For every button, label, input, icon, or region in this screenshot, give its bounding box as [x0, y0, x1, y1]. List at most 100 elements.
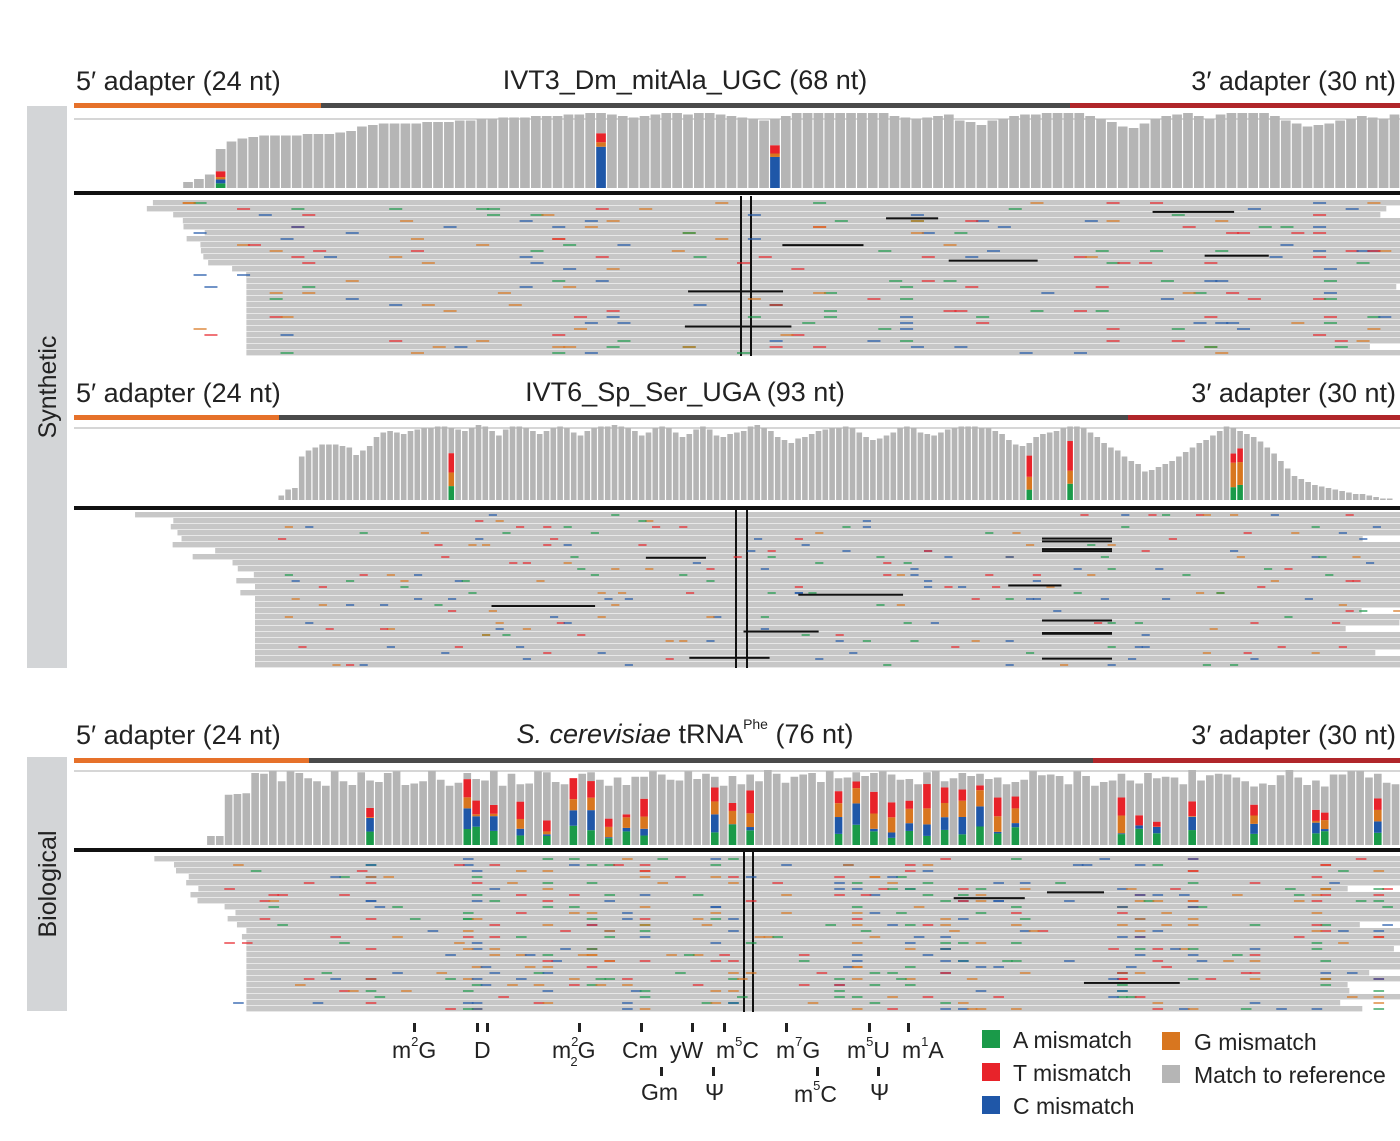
- read-mismatch-tick: [302, 286, 316, 288]
- coverage-bar: [719, 785, 728, 845]
- coverage-bar: [1241, 781, 1250, 845]
- coverage-bar: [781, 440, 788, 500]
- read-row: [246, 302, 1400, 308]
- read-mismatch-tick: [1280, 226, 1294, 228]
- coverage-bar: [817, 782, 825, 845]
- read-mismatch-tick: [461, 580, 470, 582]
- read-row: [240, 590, 1400, 596]
- read-mismatch-tick: [780, 334, 794, 336]
- coverage-mismatch-a: [746, 830, 754, 845]
- read-mismatch-tick: [710, 942, 722, 944]
- read-mismatch-tick: [522, 628, 531, 630]
- read-mismatch-tick: [940, 936, 951, 938]
- read-row: [152, 200, 1400, 206]
- read-row: [246, 296, 1400, 302]
- read-mismatch-tick: [1378, 250, 1392, 252]
- read-mismatch-tick: [1323, 268, 1337, 270]
- read-mismatch-tick: [904, 870, 916, 872]
- read-mismatch-tick: [552, 346, 566, 348]
- read-mismatch-tick: [900, 286, 914, 288]
- coverage-mismatch-c: [770, 156, 780, 188]
- read-mismatch-tick: [767, 556, 776, 558]
- coverage-bar: [965, 426, 971, 500]
- read-mismatch-tick: [910, 568, 919, 570]
- svg-text:yW: yW: [670, 1037, 704, 1063]
- coverage-mismatch-c: [923, 824, 931, 836]
- read-mismatch-tick: [1313, 250, 1327, 252]
- panel3-insert-bar: [309, 758, 1093, 763]
- coverage-mismatch-a: [870, 831, 878, 845]
- coverage-bar: [1155, 467, 1162, 500]
- coverage-mismatch-g: [1011, 808, 1020, 824]
- read-mismatch-tick: [910, 220, 924, 222]
- svg-text:m5C: m5C: [794, 1078, 837, 1107]
- read-mismatch-tick: [1232, 894, 1243, 896]
- read-mismatch-tick: [1202, 652, 1211, 654]
- read-mismatch-tick: [1161, 966, 1172, 968]
- read-mismatch-tick: [1005, 598, 1014, 600]
- coverage-bar: [746, 774, 754, 791]
- read-mismatch-tick: [645, 568, 654, 570]
- read-mismatch-tick: [869, 876, 881, 878]
- read-mismatch-tick: [380, 604, 389, 606]
- read-mismatch-tick: [1005, 640, 1014, 642]
- read-mismatch-tick: [1378, 316, 1392, 318]
- coverage-mismatch-a: [993, 833, 1002, 845]
- coverage-bar: [550, 428, 557, 500]
- read-mismatch-tick: [638, 544, 647, 546]
- read-mismatch-tick: [1161, 924, 1172, 926]
- coverage-bar: [1270, 116, 1280, 188]
- coverage-bar: [1117, 773, 1126, 798]
- coverage-mismatch-t: [834, 791, 843, 804]
- read-mismatch-tick: [560, 948, 571, 950]
- coverage-bar: [1128, 128, 1139, 188]
- coverage-bar: [1367, 117, 1378, 188]
- coverage-bar: [357, 772, 366, 845]
- read-mismatch-tick: [392, 936, 403, 938]
- read-mismatch-tick: [737, 978, 748, 980]
- read-mismatch-tick: [887, 996, 898, 998]
- read-mismatch-tick: [1320, 894, 1332, 896]
- read-mismatch-tick: [533, 984, 545, 986]
- coverage-mismatch-c: [993, 831, 1002, 834]
- coverage-bar: [611, 425, 618, 500]
- read-mismatch-tick: [330, 978, 341, 980]
- coverage-bar: [836, 428, 842, 500]
- read-mismatch-tick: [834, 894, 845, 896]
- read-mismatch-tick: [1223, 960, 1234, 962]
- read-mismatch-tick: [182, 202, 196, 204]
- read-mismatch-tick: [1187, 858, 1199, 860]
- read-mismatch-tick: [345, 280, 359, 282]
- read-mismatch-tick: [1332, 622, 1341, 624]
- coverage-bar: [481, 780, 489, 845]
- read-mismatch-tick: [791, 334, 805, 336]
- read-row: [215, 548, 1400, 554]
- read-mismatch-tick: [1280, 244, 1294, 246]
- read-mismatch-tick: [887, 882, 898, 884]
- coverage-bar: [944, 429, 951, 500]
- coverage-bar: [1204, 119, 1215, 188]
- coverage-bar: [1020, 114, 1030, 188]
- read-row: [208, 260, 1400, 266]
- read-mismatch-tick: [489, 924, 501, 926]
- coverage-bar: [1148, 470, 1155, 500]
- coverage-bar: [949, 778, 958, 845]
- read-mismatch-tick: [1240, 972, 1252, 974]
- panel2-5-adapter-label: 5′ adapter (24 nt): [76, 378, 281, 408]
- read-row: [170, 524, 1400, 530]
- read-mismatch-tick: [586, 924, 598, 926]
- read-mismatch-tick: [666, 954, 677, 956]
- read-mismatch-tick: [611, 514, 620, 516]
- read-mismatch-tick: [986, 250, 1001, 252]
- read-mismatch-tick: [1329, 882, 1340, 884]
- read-mismatch-tick: [577, 954, 589, 956]
- read-mismatch-tick: [1084, 220, 1098, 222]
- read-mismatch-tick: [921, 256, 935, 258]
- read-mismatch-tick: [869, 912, 881, 914]
- coverage-mismatch-t: [1320, 812, 1329, 821]
- read-mismatch-tick: [502, 532, 511, 534]
- read-mismatch-tick: [604, 936, 616, 938]
- read-mismatch-tick: [1257, 586, 1266, 588]
- read-mismatch-tick: [887, 876, 898, 878]
- read-mismatch-tick: [781, 894, 792, 896]
